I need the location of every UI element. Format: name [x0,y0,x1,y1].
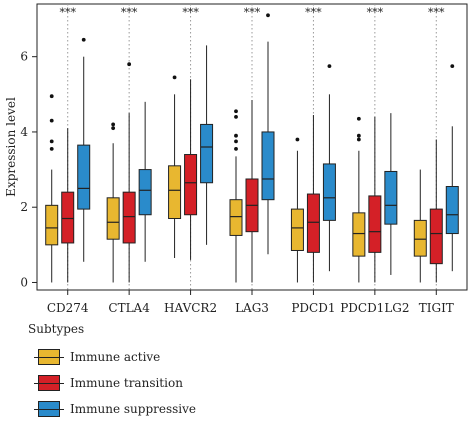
legend-label: Immune transition [70,376,183,390]
box-immune-suppressive [77,37,91,262]
y-axis-label: Expression level [4,97,18,197]
x-tick-label: CD274 [47,301,89,315]
outlier-point [234,133,238,138]
legend-swatch-immune-transition [34,375,64,391]
box-immune-suppressive [384,113,398,275]
box-immune-suppressive [445,64,459,272]
legend: Subtypes Immune active Immune transition… [28,322,196,422]
box-immune-transition [368,116,382,283]
x-tick-label: LAG3 [235,301,269,315]
box-immune-active [106,122,120,283]
outlier-point [295,137,300,142]
box-immune-active [352,116,366,283]
box-immune-transition [245,99,259,283]
box-immune-suppressive [138,101,152,262]
box-body [413,219,427,257]
box-body [429,208,443,265]
outlier-point [234,114,238,119]
outlier-point [327,64,332,68]
outlier-point [49,94,54,99]
significance-label: *** [367,6,384,19]
box-immune-suppressive [261,13,275,255]
outlier-point [172,75,177,80]
axes: 0 2 4 6 Expression level CD274 *** CTLA4 *** HAVC… [4,3,468,315]
box-body [184,154,198,216]
box-body [106,197,120,240]
x-tick-label: PDCD1 [291,301,335,315]
significance-label: *** [121,6,138,19]
box-immune-transition [122,62,136,283]
box-body [61,191,75,244]
outlier-point [111,122,116,127]
legend-swatch-immune-suppressive [34,401,64,417]
outlier-point [356,133,361,138]
outlier-point [49,139,54,144]
outlier-point [356,137,361,142]
outlier-point [356,116,361,121]
x-tick-label: HAVCR2 [164,301,217,315]
chart-marks [45,13,459,283]
outlier-point [234,109,238,114]
box-body [290,208,304,251]
box-body [200,123,214,184]
box-body [352,212,366,257]
y-tick-label: 4 [20,125,28,139]
box-body [138,169,152,216]
box-immune-transition [306,115,320,283]
box-body [45,204,59,246]
box-immune-transition [61,128,75,283]
legend-title: Subtypes [28,322,85,336]
y-tick-label: 0 [20,275,28,289]
box-body [368,195,382,253]
outlier-point [266,13,270,18]
outlier-point [49,118,54,123]
significance-label: *** [244,6,261,19]
box-body [77,144,91,210]
x-tick-label: CTLA4 [108,301,150,315]
box-immune-transition [429,139,443,283]
box-immune-active [290,137,304,283]
outlier-point [234,146,238,151]
legend-swatch-immune-active [34,349,64,365]
outlier-point [81,37,86,42]
significance-label: *** [59,6,76,19]
significance-label: *** [305,6,322,19]
x-tick-label: TIGIT [419,301,454,315]
box-immune-suppressive [322,64,336,272]
box-immune-transition [184,79,198,260]
significance-label: *** [182,6,199,19]
box-body [168,165,182,220]
y-tick-label: 2 [20,200,28,214]
box-immune-active [229,109,243,283]
box-immune-active [168,75,182,259]
y-tick-label: 6 [20,50,28,64]
box-immune-suppressive [200,45,214,245]
outlier-point [127,62,132,67]
legend-label: Immune suppressive [70,402,196,416]
box-immune-active [413,169,427,283]
outlier-point [450,64,455,68]
box-body [322,163,336,221]
box-immune-active [45,94,59,283]
box-body [261,131,275,201]
box-body [384,170,398,225]
box-body [306,193,320,253]
legend-label: Immune active [70,350,161,364]
box-body [445,186,459,235]
legend-item-immune-transition: Immune transition [34,370,196,396]
outlier-point [234,139,238,144]
legend-item-immune-active: Immune active [34,344,196,370]
x-tick-label: PDCD1LG2 [340,301,409,315]
box-body [122,191,136,244]
box-body [229,199,243,236]
outlier-point [111,126,116,131]
significance-label: *** [428,6,445,19]
legend-item-immune-suppressive: Immune suppressive [34,396,196,422]
outlier-point [49,146,54,151]
